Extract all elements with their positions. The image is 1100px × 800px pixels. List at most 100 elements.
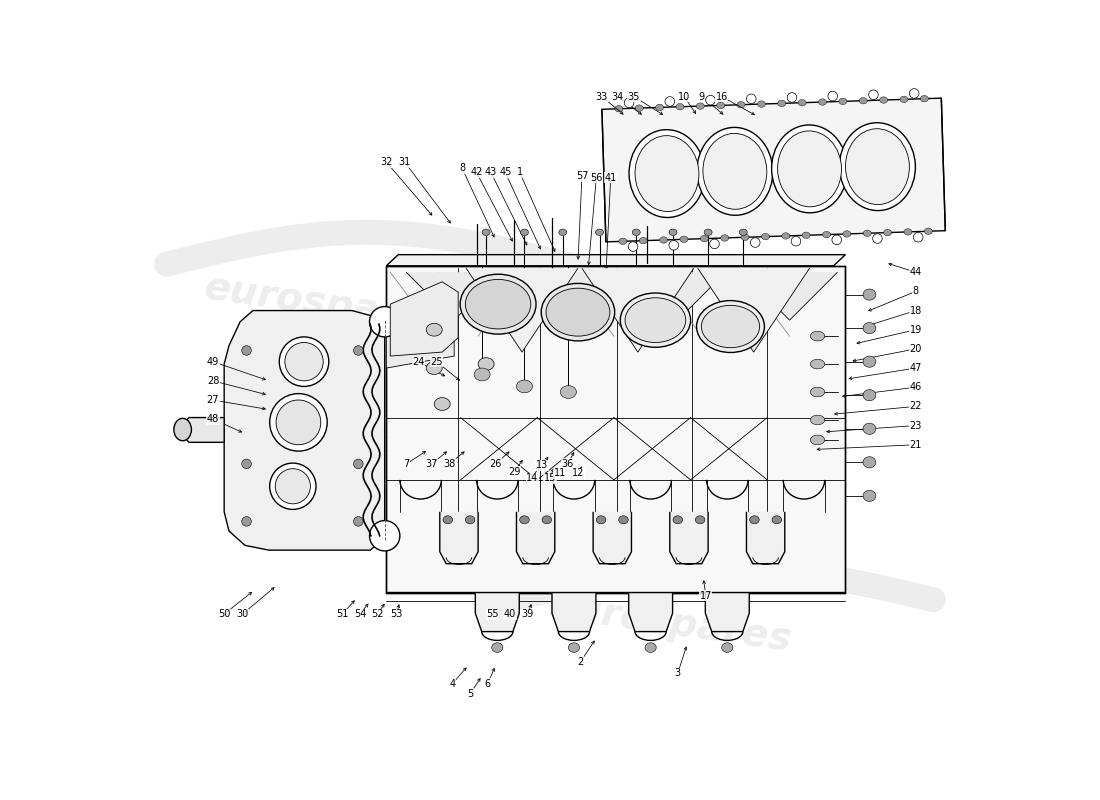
Text: 10: 10 (678, 91, 691, 102)
Ellipse shape (864, 322, 876, 334)
Ellipse shape (846, 129, 910, 205)
Text: 22: 22 (910, 402, 922, 411)
Ellipse shape (864, 490, 876, 502)
Ellipse shape (669, 229, 676, 235)
Ellipse shape (758, 101, 766, 107)
Ellipse shape (370, 306, 400, 337)
Ellipse shape (880, 97, 888, 103)
Ellipse shape (913, 232, 923, 242)
Ellipse shape (782, 233, 790, 239)
Ellipse shape (595, 229, 604, 235)
Text: 31: 31 (398, 157, 410, 167)
Ellipse shape (174, 418, 191, 441)
Ellipse shape (818, 99, 826, 106)
Polygon shape (697, 268, 810, 352)
Ellipse shape (270, 394, 327, 451)
Ellipse shape (832, 235, 842, 245)
Polygon shape (440, 512, 478, 564)
Ellipse shape (660, 237, 668, 243)
Text: 14: 14 (526, 474, 539, 483)
Ellipse shape (720, 234, 728, 241)
Ellipse shape (656, 104, 663, 110)
Ellipse shape (434, 398, 450, 410)
Polygon shape (670, 512, 708, 564)
Polygon shape (593, 512, 631, 564)
Ellipse shape (673, 516, 683, 524)
Text: 54: 54 (354, 609, 366, 619)
Ellipse shape (869, 90, 878, 99)
Ellipse shape (560, 386, 576, 398)
Text: 53: 53 (390, 609, 403, 619)
Text: 38: 38 (443, 459, 455, 469)
Ellipse shape (703, 134, 767, 210)
Ellipse shape (242, 459, 251, 469)
Text: 56: 56 (590, 173, 603, 183)
Ellipse shape (772, 516, 782, 524)
Text: 32: 32 (381, 157, 393, 167)
Text: 1: 1 (517, 167, 522, 178)
Ellipse shape (771, 125, 847, 213)
Ellipse shape (426, 362, 442, 374)
Ellipse shape (635, 136, 698, 211)
Ellipse shape (636, 105, 644, 111)
Ellipse shape (669, 241, 679, 250)
Ellipse shape (629, 130, 705, 218)
Ellipse shape (628, 242, 638, 251)
Ellipse shape (546, 288, 609, 336)
Ellipse shape (791, 237, 801, 246)
Ellipse shape (520, 229, 528, 235)
Polygon shape (475, 594, 519, 631)
Text: 28: 28 (207, 376, 219, 386)
Ellipse shape (788, 93, 796, 102)
Text: 57: 57 (575, 171, 589, 182)
Polygon shape (517, 512, 554, 564)
Ellipse shape (618, 516, 628, 524)
Text: 11: 11 (553, 469, 565, 478)
Text: 47: 47 (910, 363, 922, 373)
Ellipse shape (828, 91, 837, 101)
Ellipse shape (799, 99, 806, 106)
Polygon shape (224, 310, 385, 550)
Ellipse shape (619, 238, 627, 245)
Ellipse shape (702, 306, 760, 348)
Polygon shape (552, 594, 596, 631)
Ellipse shape (353, 346, 363, 355)
Text: 37: 37 (426, 459, 438, 469)
Ellipse shape (811, 331, 825, 341)
Ellipse shape (666, 97, 674, 106)
Text: 8: 8 (913, 286, 918, 296)
Text: 41: 41 (605, 173, 617, 183)
Ellipse shape (695, 516, 705, 524)
Ellipse shape (864, 457, 876, 468)
Ellipse shape (864, 230, 871, 237)
Ellipse shape (276, 400, 321, 445)
Ellipse shape (696, 301, 764, 353)
Text: 48: 48 (207, 414, 219, 424)
Ellipse shape (739, 229, 747, 235)
Text: 45: 45 (499, 167, 512, 178)
Ellipse shape (843, 230, 851, 237)
Text: 34: 34 (612, 91, 624, 102)
Ellipse shape (706, 95, 715, 105)
Text: 27: 27 (207, 395, 219, 405)
Text: 25: 25 (430, 357, 443, 366)
Text: 33: 33 (596, 91, 608, 102)
Text: 46: 46 (910, 382, 922, 392)
Text: 6: 6 (485, 678, 491, 689)
Ellipse shape (704, 229, 712, 235)
Polygon shape (183, 418, 224, 442)
Ellipse shape (620, 293, 691, 347)
Ellipse shape (778, 131, 842, 207)
Text: 30: 30 (236, 609, 249, 619)
Ellipse shape (285, 342, 323, 381)
Ellipse shape (279, 337, 329, 386)
Ellipse shape (492, 642, 503, 652)
Text: 43: 43 (485, 167, 497, 178)
Ellipse shape (802, 232, 810, 238)
Text: 23: 23 (910, 421, 922, 430)
Text: 24: 24 (412, 357, 425, 366)
Text: 7: 7 (403, 459, 409, 469)
Ellipse shape (904, 229, 912, 235)
Text: 55: 55 (486, 609, 498, 619)
Text: 51: 51 (337, 609, 349, 619)
